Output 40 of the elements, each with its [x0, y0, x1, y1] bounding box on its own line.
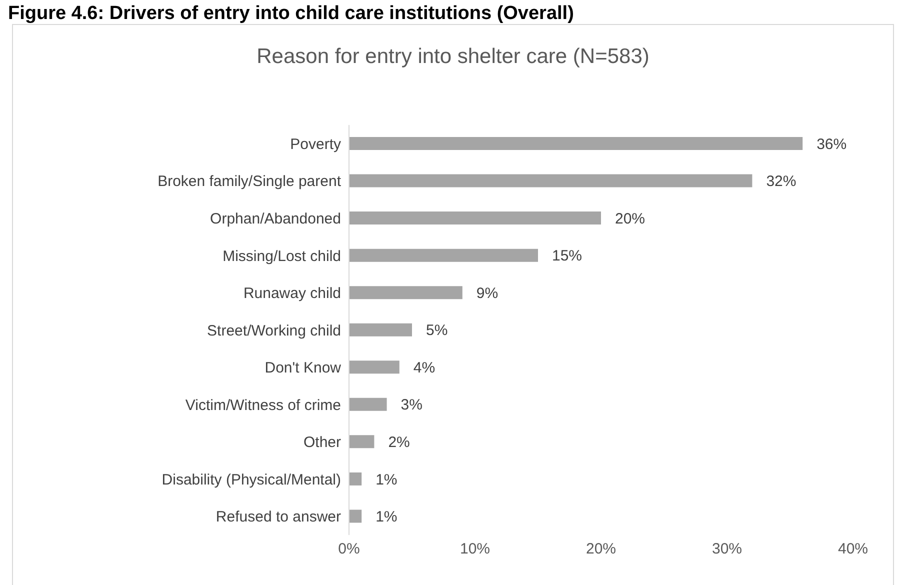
y-tick-label: Missing/Lost child	[222, 248, 341, 265]
y-tick-label: Broken family/Single parent	[158, 173, 342, 190]
y-tick-label: Victim/Witness of crime	[185, 396, 341, 414]
y-tick-label: Orphan/Abandoned	[210, 210, 341, 228]
x-tick-label: 0%	[338, 540, 360, 558]
data-label: 9%	[476, 284, 498, 302]
data-label: 1%	[376, 508, 398, 526]
y-tick-label: Refused to answer	[216, 508, 341, 526]
bar	[349, 360, 400, 374]
chart-title: Figure 4.6: Drivers of entry into child care institutions (Overall)	[8, 2, 575, 26]
bar	[349, 286, 462, 300]
y-tick-label: Other	[303, 434, 342, 452]
y-tick-label: Poverty	[290, 136, 342, 153]
bar	[349, 398, 387, 411]
bar	[349, 248, 538, 262]
bar	[349, 323, 412, 336]
data-label: 2%	[388, 434, 410, 452]
y-tick-label: Street/Working child	[207, 322, 341, 340]
y-tick-label: Runaway child	[243, 285, 341, 302]
bar	[349, 212, 601, 225]
x-tick-label: 30%	[712, 540, 742, 558]
chart-subtitle: Reason for entry into shelter care (N=583)	[256, 45, 650, 70]
bar	[349, 174, 752, 188]
data-label: 1%	[376, 471, 398, 488]
bar	[349, 472, 362, 486]
data-label: 15%	[552, 248, 582, 265]
bar	[349, 137, 803, 150]
data-label: 20%	[615, 210, 646, 228]
data-label: 32%	[766, 173, 796, 190]
data-label: 3%	[400, 396, 422, 414]
bar	[349, 435, 374, 448]
data-label: 36%	[816, 136, 847, 153]
data-label: 5%	[426, 322, 448, 340]
x-tick-label: 10%	[460, 540, 490, 558]
bar	[349, 510, 362, 523]
x-tick-label: 40%	[838, 540, 868, 558]
y-tick-label: Disability (Physical/Mental)	[162, 471, 341, 488]
x-tick-label: 20%	[586, 540, 616, 558]
data-label: 4%	[413, 359, 436, 376]
y-tick-label: Don't Know	[264, 360, 342, 377]
